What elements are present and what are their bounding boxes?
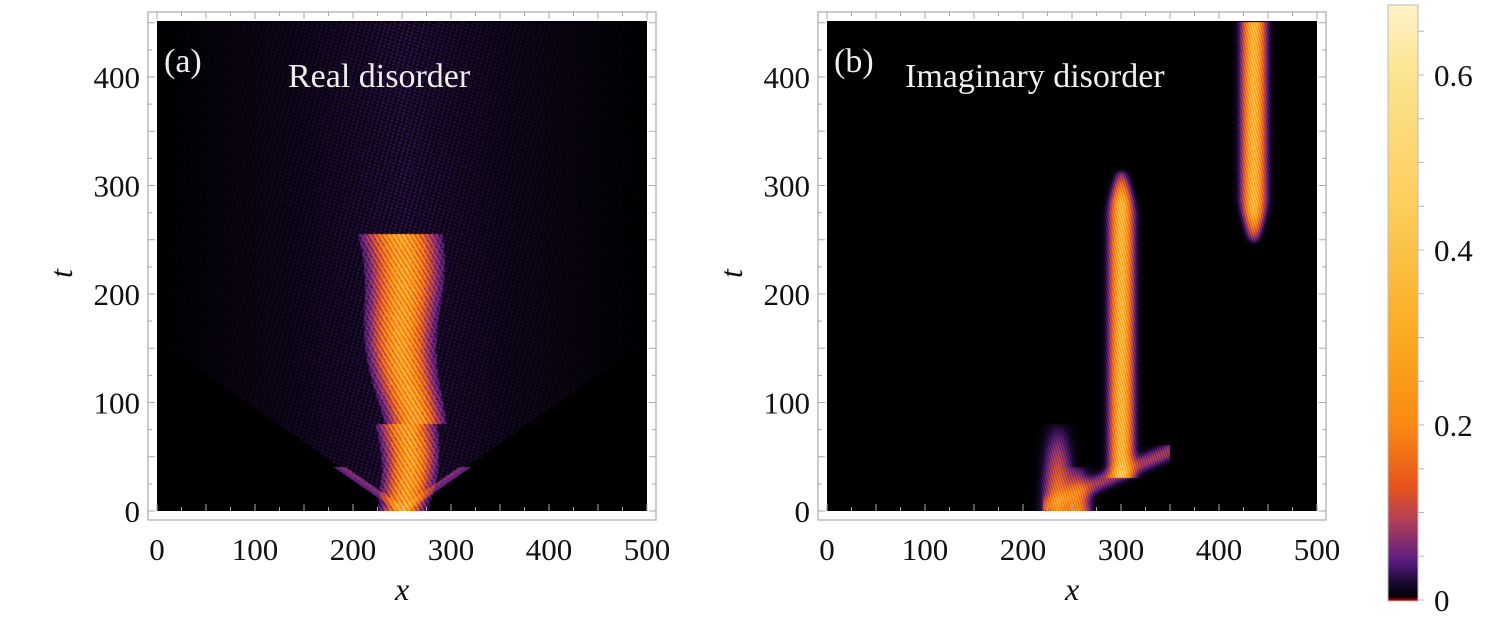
- y-tick-label: 200: [94, 277, 141, 312]
- y-tick-label: 300: [94, 169, 141, 204]
- x-tick-label: 100: [902, 532, 949, 567]
- y-tick-label: 400: [764, 60, 811, 95]
- colorbar-frame: [1387, 4, 1419, 602]
- x-tick-label: 500: [1294, 532, 1341, 567]
- x-tick-label: 0: [819, 532, 835, 567]
- x-tick-label: 500: [624, 532, 671, 567]
- panel-b: (b) Imaginary disorder x t 0 100 200 300 400…: [713, 11, 1341, 607]
- y-tick-label: 100: [94, 386, 141, 421]
- y-tick-label: 200: [764, 277, 811, 312]
- colorbar-tick-label: 0.2: [1434, 408, 1473, 443]
- x-tick-label: 200: [330, 532, 377, 567]
- y-tick-label: 0: [795, 494, 811, 529]
- y-tick-label: 0: [125, 494, 141, 529]
- heatmap-real-disorder: [157, 21, 647, 511]
- colorbar: 0 0.2 0.4 0.6: [1387, 4, 1473, 618]
- colorbar-tick-label: 0.6: [1434, 58, 1473, 93]
- panel-title-a: Real disorder: [288, 58, 471, 95]
- x-tick-label: 400: [526, 532, 573, 567]
- panel-a: (a) Real disorder x t 0 100 200 300 400 500 0 1…: [43, 11, 671, 607]
- x-axis-label-a: x: [394, 571, 409, 607]
- x-tick-label: 100: [232, 532, 279, 567]
- panel-title-b: Imaginary disorder: [905, 58, 1165, 95]
- heatmap-imaginary-disorder: [827, 21, 1317, 511]
- x-axis-label-b: x: [1064, 571, 1079, 607]
- x-tick-label: 400: [1196, 532, 1243, 567]
- x-tick-label: 0: [149, 532, 165, 567]
- panel-label-a: (a): [164, 43, 202, 80]
- colorbar-tick-label: 0: [1434, 583, 1450, 618]
- colorbar-gradient: [1388, 5, 1418, 601]
- y-axis-label-a: t: [43, 268, 79, 278]
- colorbar-tick-label: 0.4: [1434, 233, 1473, 268]
- x-tick-label: 200: [1000, 532, 1047, 567]
- y-tick-label: 100: [764, 386, 811, 421]
- y-tick-label: 400: [94, 60, 141, 95]
- panel-label-b: (b): [834, 43, 874, 80]
- x-tick-label: 300: [428, 532, 475, 567]
- y-axis-label-b: t: [713, 268, 749, 278]
- y-tick-label: 300: [764, 169, 811, 204]
- x-tick-label: 300: [1098, 532, 1145, 567]
